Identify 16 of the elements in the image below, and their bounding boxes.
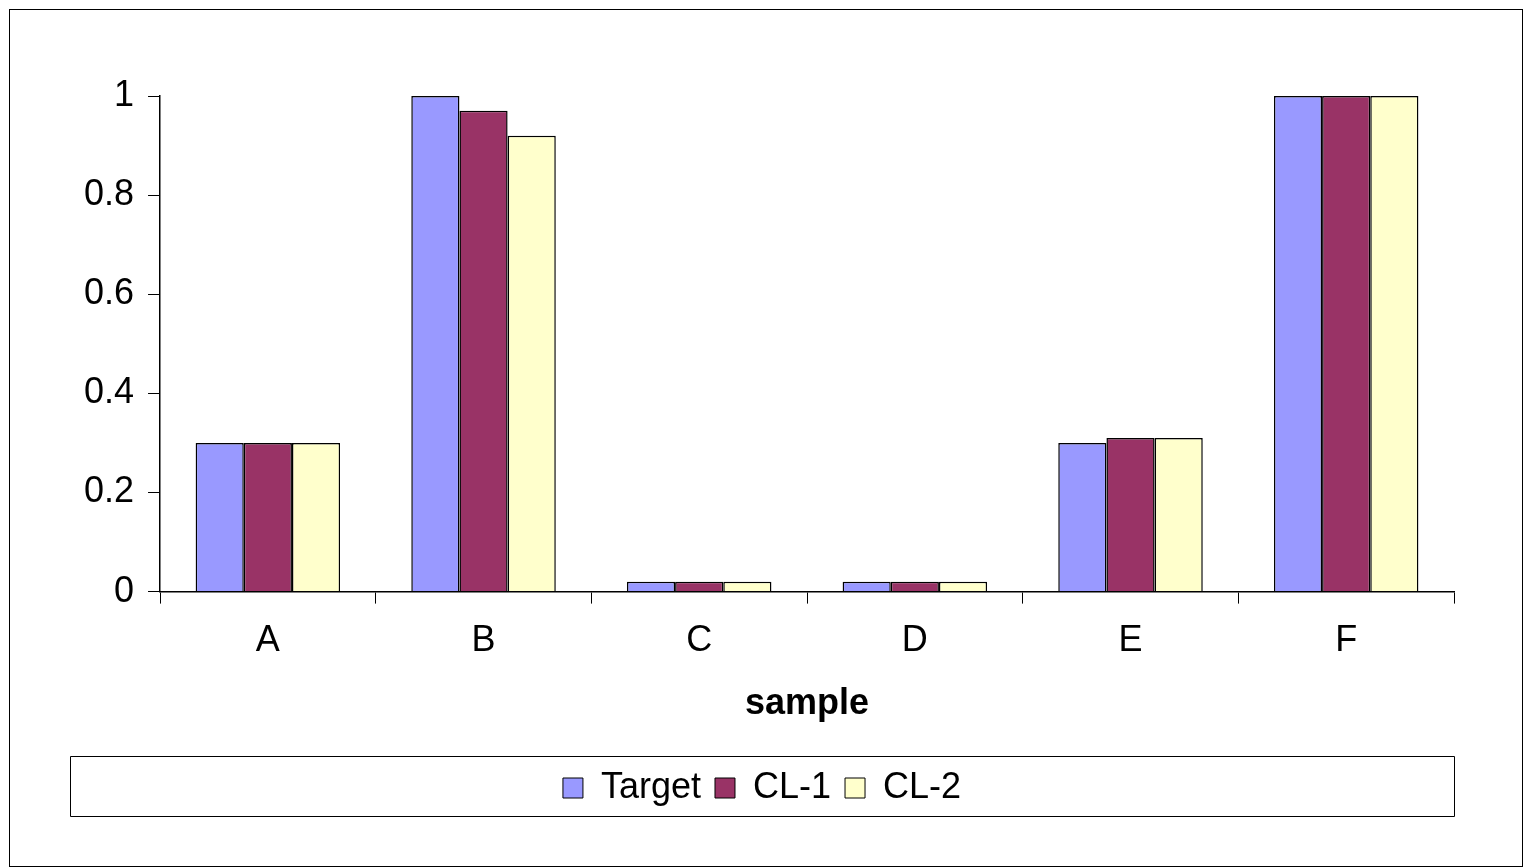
x-tick-label: D [901, 618, 928, 660]
legend-label: CL-2 [883, 764, 962, 806]
x-tick-label: E [1118, 618, 1143, 660]
x-tick-label: F [1335, 618, 1358, 660]
y-tick-label: 1 [114, 72, 135, 114]
y-tick-label: 0.6 [84, 271, 135, 313]
legend-label: CL-1 [753, 764, 832, 806]
y-tick-label: 0.2 [84, 469, 135, 511]
y-tick-label: 0 [114, 568, 135, 610]
x-tick-label: C [686, 618, 713, 660]
x-tick-label: B [471, 618, 496, 660]
x-tick-label: A [255, 618, 280, 660]
x-axis-title: sample [744, 681, 870, 723]
y-tick-label: 0.8 [84, 172, 135, 214]
legend-label: Target [600, 764, 702, 806]
y-tick-label: 0.4 [84, 370, 135, 412]
